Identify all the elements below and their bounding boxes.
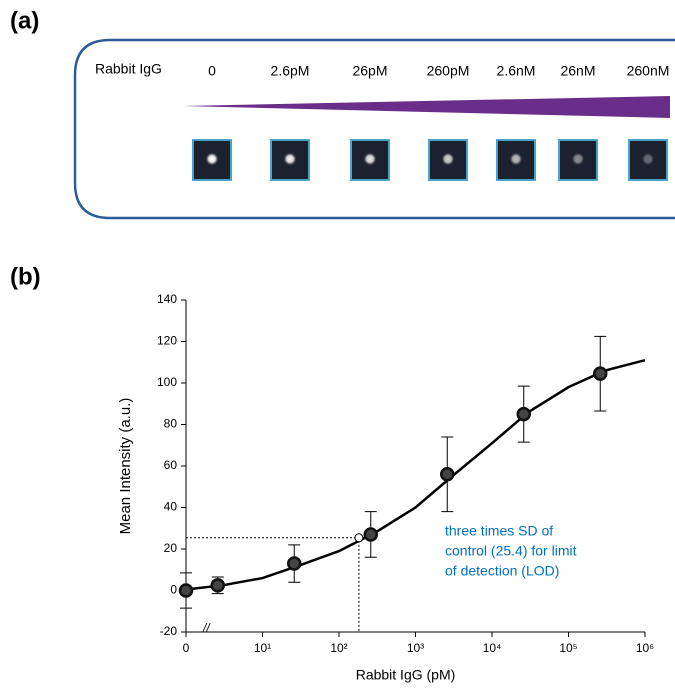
y-tick-label: 80 bbox=[164, 417, 178, 431]
concentration-label: 0 bbox=[208, 63, 216, 79]
y-tick-label: 60 bbox=[164, 458, 178, 472]
data-point bbox=[439, 467, 455, 482]
x-tick-label: 10⁴ bbox=[483, 641, 502, 655]
spot bbox=[363, 152, 377, 166]
data-point bbox=[363, 527, 378, 542]
data-point bbox=[178, 583, 194, 598]
axis-break: // bbox=[202, 621, 211, 635]
concentration-label: 260pM bbox=[427, 63, 470, 79]
data-point bbox=[592, 366, 608, 381]
spot bbox=[205, 152, 219, 166]
analyte-label: Rabbit IgG bbox=[95, 61, 162, 77]
data-point bbox=[210, 578, 225, 593]
y-tick-label: 0 bbox=[170, 583, 177, 597]
data-point bbox=[286, 556, 302, 571]
spot bbox=[571, 152, 585, 166]
concentration-label: 2.6pM bbox=[271, 63, 310, 79]
concentration-label: 2.6nM bbox=[497, 63, 536, 79]
x-tick-label: 10¹ bbox=[254, 641, 271, 655]
y-tick-label: 40 bbox=[164, 500, 178, 514]
x-tick-label: 10⁶ bbox=[636, 641, 654, 655]
annotation: of detection (LOD) bbox=[445, 563, 559, 579]
spot bbox=[641, 152, 655, 166]
panel-label: (b) bbox=[10, 263, 41, 290]
x-axis-label: Rabbit IgG (pM) bbox=[356, 667, 456, 683]
y-tick-label: 100 bbox=[157, 375, 177, 389]
x-tick-label: 10² bbox=[330, 641, 347, 655]
fit-curve bbox=[185, 358, 646, 591]
annotation: control (25.4) for limit bbox=[445, 543, 577, 559]
lod-point bbox=[354, 533, 364, 543]
x-tick-label: 10³ bbox=[407, 641, 424, 655]
annotation: three times SD of bbox=[445, 523, 553, 539]
concentration-label: 26nM bbox=[560, 63, 595, 79]
spot bbox=[509, 152, 523, 166]
x-tick-label: 10⁵ bbox=[559, 641, 577, 655]
chart: // -20 0 20 40 60 80 100 120 140 0 10¹ 10² 10³ 10⁴ 10⁵ 1… bbox=[117, 292, 654, 683]
spot bbox=[441, 152, 455, 166]
concentration-label: 26pM bbox=[352, 63, 387, 79]
panel-label: (a) bbox=[10, 7, 39, 34]
concentration-label: 260nM bbox=[627, 63, 670, 79]
x-tick-label: 0 bbox=[183, 641, 190, 655]
y-tick-label: 140 bbox=[157, 292, 177, 306]
y-tick-label: -20 bbox=[160, 624, 178, 638]
spot bbox=[283, 152, 297, 166]
y-tick-label: 120 bbox=[157, 334, 177, 348]
y-tick-label: 20 bbox=[164, 541, 178, 555]
panel-frame bbox=[73, 38, 675, 220]
gradient-wedge bbox=[183, 96, 670, 118]
data-point bbox=[516, 406, 531, 422]
y-axis-label: Mean Intensity (a.u.) bbox=[117, 398, 134, 535]
concentration-row: 0 2.6pM 26pM 260pM 2.6nM 26nM 260nM bbox=[192, 63, 670, 181]
